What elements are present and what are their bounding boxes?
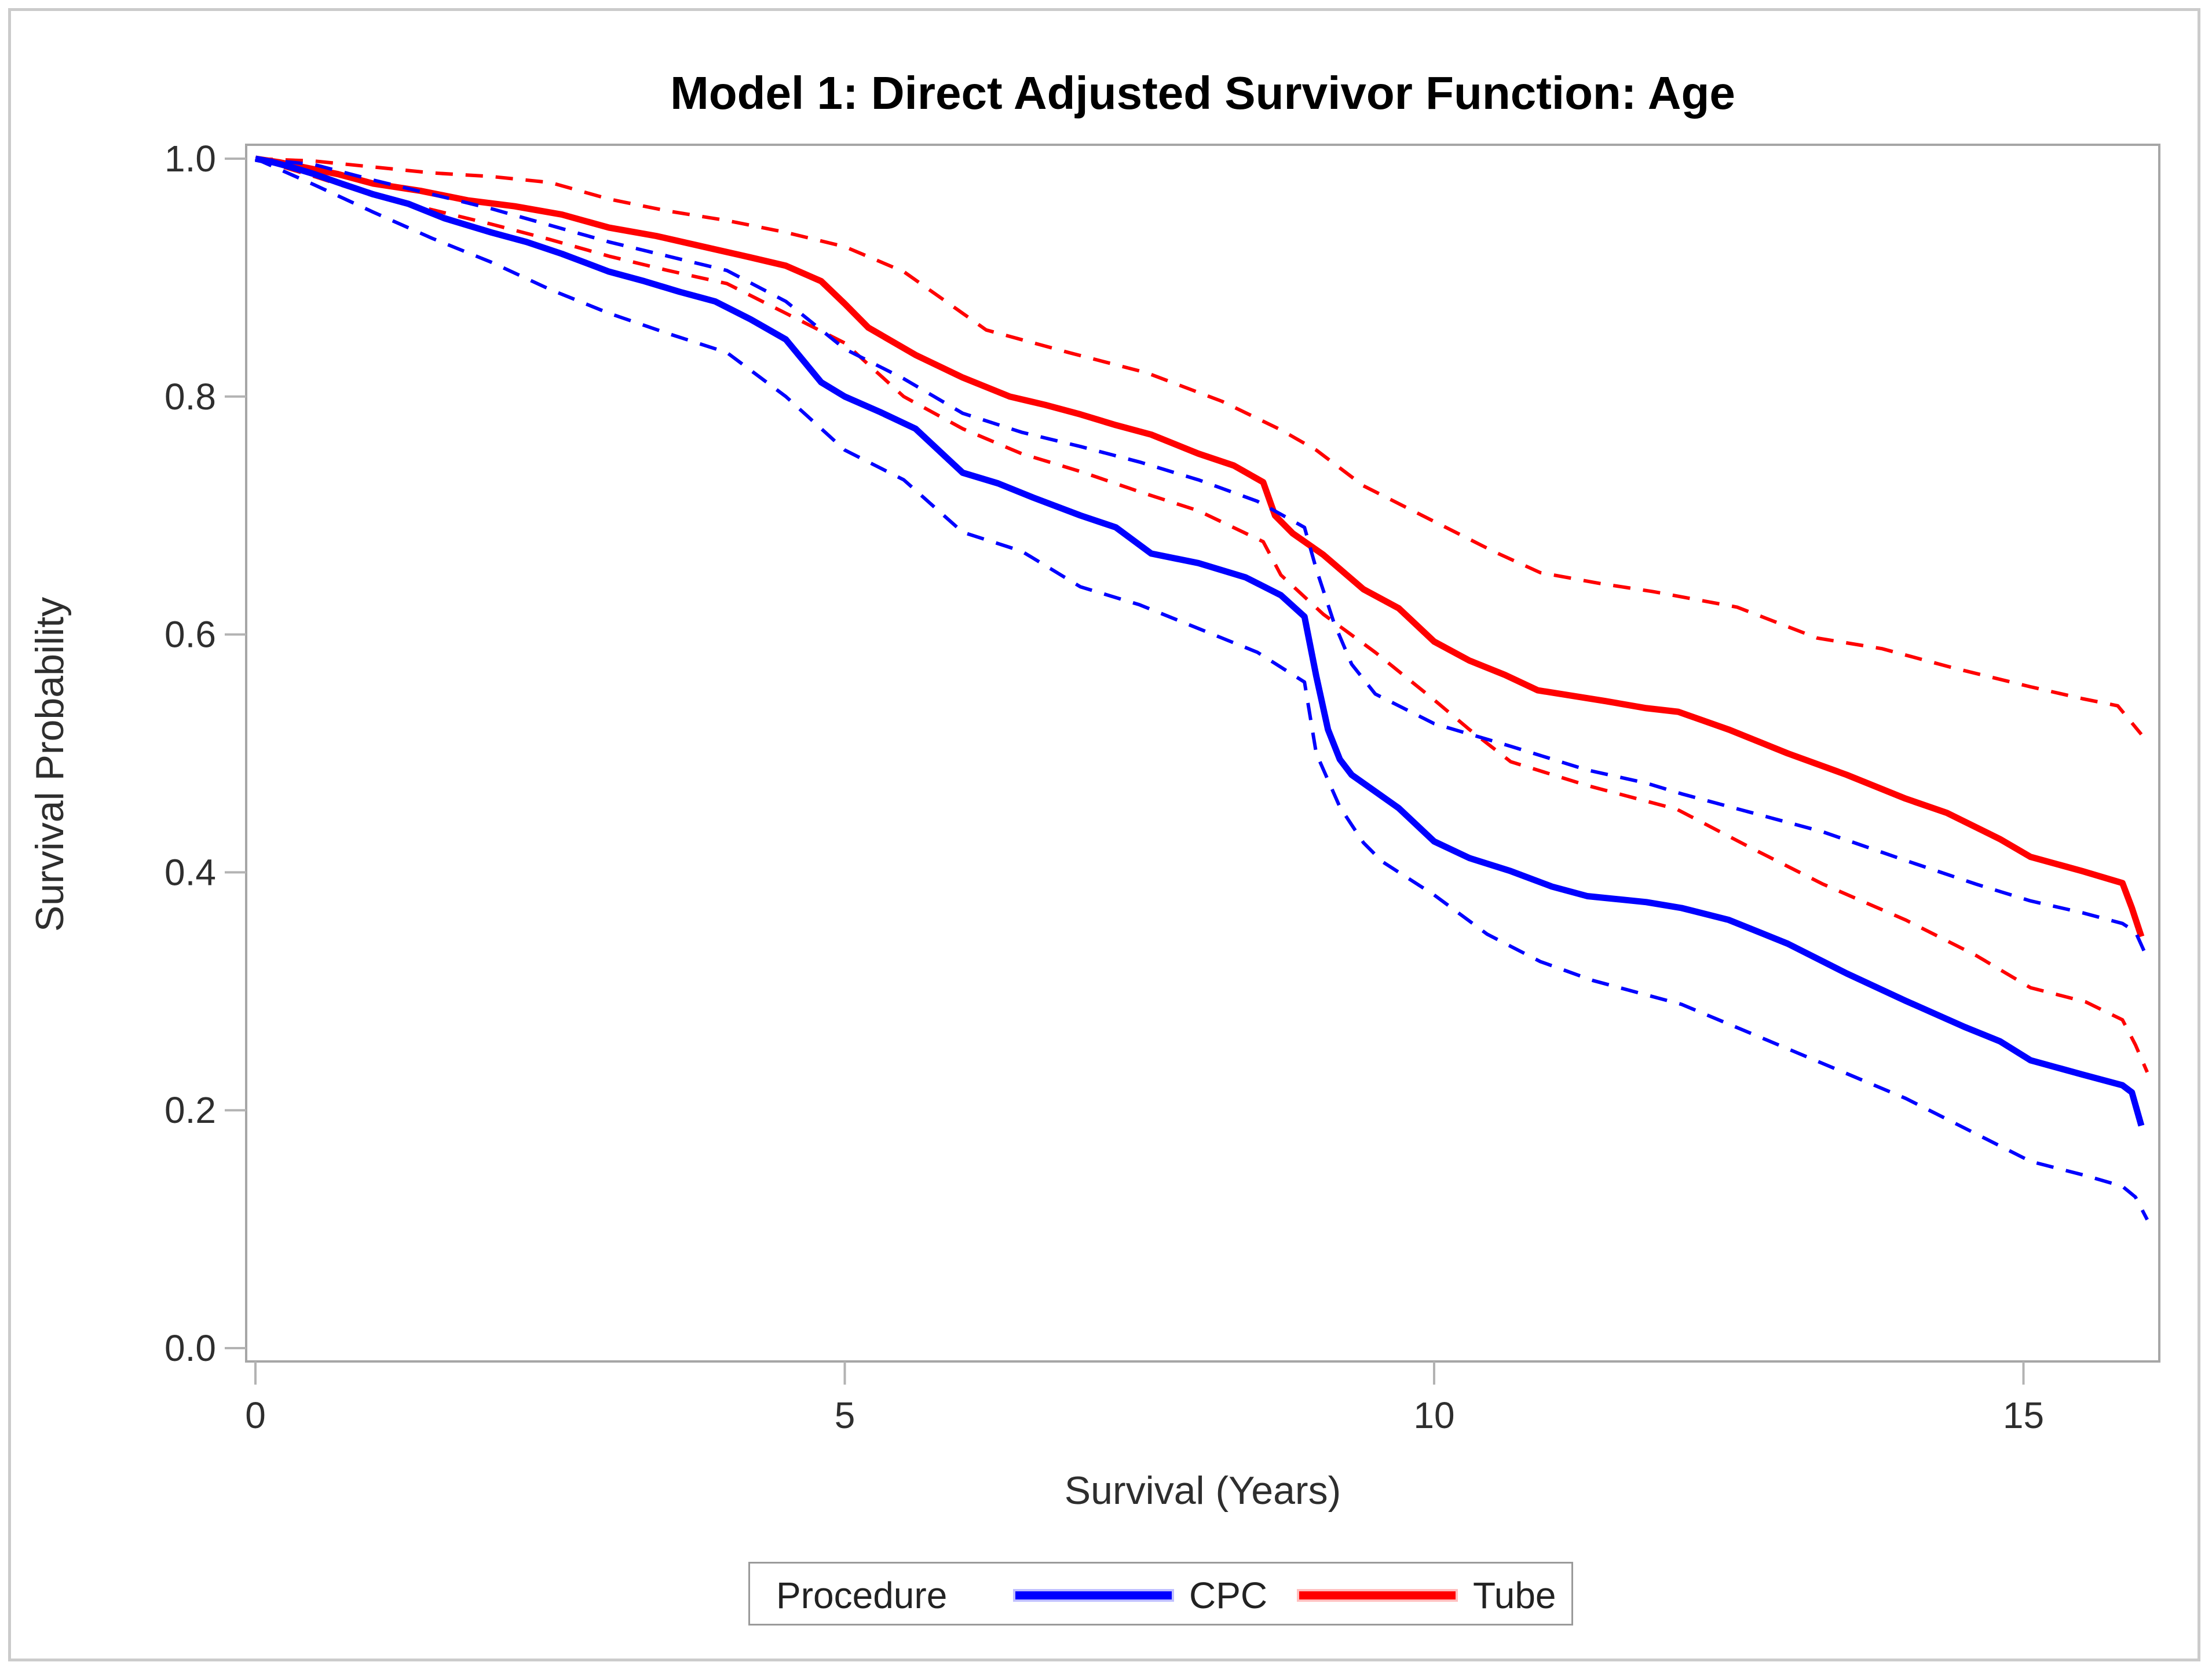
cpc-upper-95-ci-curve xyxy=(255,157,2149,959)
survival-plot: 1.0 0.8 0.6 0.4 0.2 0.0 0 5 10 15 xyxy=(164,138,2160,1436)
x-tick-label: 10 xyxy=(1413,1394,1454,1436)
cpc-solid--curve xyxy=(254,155,2145,1127)
tube-upper-95-ci-curve xyxy=(255,157,2143,736)
x-axis-label: Survival (Years) xyxy=(1064,1469,1341,1513)
cpc-legend-line-icon xyxy=(1015,1591,1172,1599)
tube-solid--curve xyxy=(255,155,2145,938)
cpc-lower-95-ci-curve xyxy=(254,157,2149,1221)
tube-lower-95-ci-curve xyxy=(255,157,2149,1073)
y-tick-label: 0.4 xyxy=(164,851,216,893)
y-tick-label: 0.2 xyxy=(164,1089,216,1131)
chart-title: Model 1: Direct Adjusted Survivor Functi… xyxy=(670,67,1735,119)
y-tick-label: 1.0 xyxy=(164,138,216,180)
tube-legend-line-icon xyxy=(1299,1591,1456,1599)
legend-item-cpc: CPC xyxy=(1189,1575,1268,1616)
legend-title: Procedure xyxy=(776,1575,948,1616)
y-tick-label: 0.6 xyxy=(164,614,216,656)
x-tick-label: 5 xyxy=(835,1394,855,1436)
y-tick-label: 0.8 xyxy=(164,376,216,418)
legend: Procedure CPC Tube xyxy=(748,1562,1573,1626)
x-tick-label: 15 xyxy=(2003,1394,2044,1436)
x-tick-label: 0 xyxy=(245,1394,266,1436)
figure-frame: Model 1: Direct Adjusted Survivor Functi… xyxy=(8,8,2200,1661)
legend-item-tube: Tube xyxy=(1473,1575,1556,1616)
plot-frame xyxy=(245,144,2160,1363)
y-tick-label: 0.0 xyxy=(164,1327,216,1369)
